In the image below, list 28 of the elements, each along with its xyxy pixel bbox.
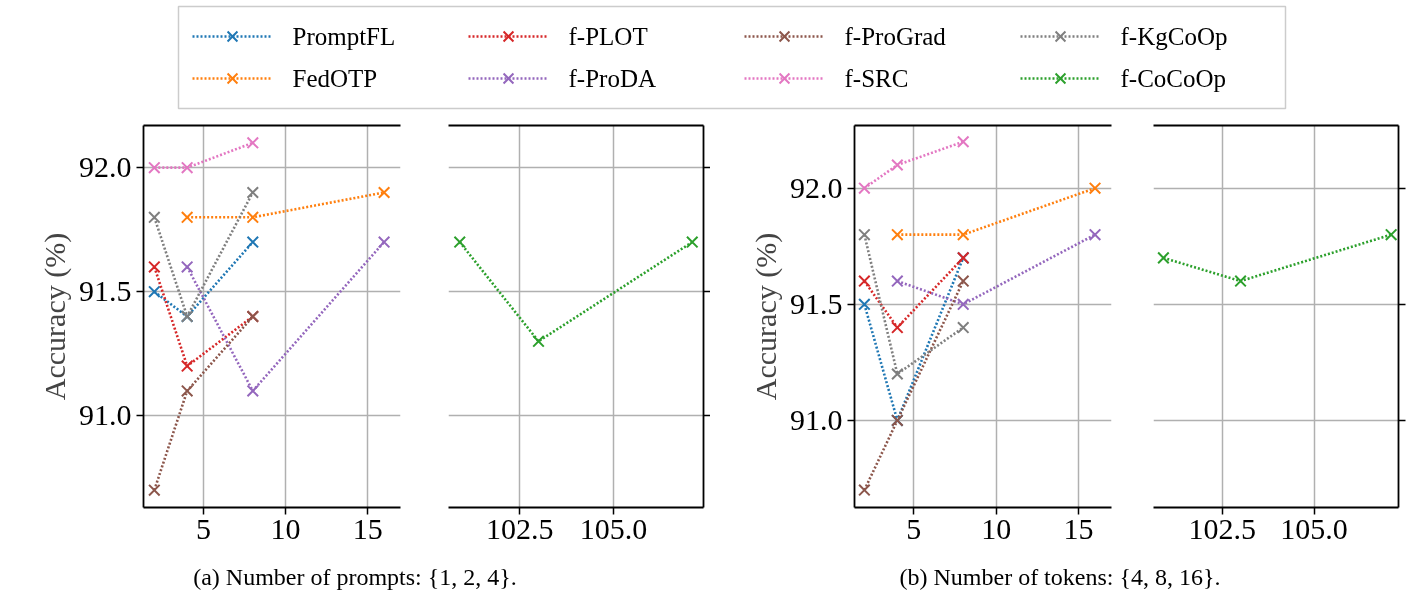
x-tick-label: 15 (352, 511, 383, 545)
x-tick-label: 102.5 (486, 511, 554, 545)
y-tick-label: 91.5 (790, 286, 843, 320)
x-tick-label: 10 (981, 511, 1012, 545)
x-tick-label: 105.0 (579, 511, 648, 545)
legend-label: f-CoCoOp (1120, 65, 1227, 92)
x-tick-label: 10 (270, 511, 301, 545)
y-tick-label: 92.0 (79, 150, 132, 184)
legend-label: PromptFL (292, 23, 396, 50)
y-tick-label: 91.5 (79, 274, 132, 308)
y-axis-title: Accuracy (%) (38, 232, 72, 401)
x-axis-title: (a) Number of prompts: {1, 2, 4}. (193, 563, 517, 592)
x-tick-label: 15 (1063, 511, 1094, 545)
legend-label: f-ProDA (568, 65, 656, 92)
y-tick-label: 91.0 (790, 402, 843, 436)
y-tick-label: 92.0 (790, 170, 843, 204)
legend-label: FedOTP (292, 65, 378, 92)
x-tick-label: 5 (906, 511, 922, 545)
x-tick-label: 102.5 (1188, 511, 1256, 545)
y-axis-title: Accuracy (%) (749, 232, 783, 401)
legend-label: f-ProGrad (844, 23, 947, 50)
x-tick-label: 105.0 (1280, 511, 1348, 545)
y-tick-label: 91.0 (79, 398, 132, 432)
x-tick-label: 5 (196, 511, 212, 545)
x-axis-title: (b) Number of tokens: {4, 8, 16}. (899, 563, 1221, 592)
legend-label: f-SRC (844, 65, 909, 92)
legend-label: f-KgCoOp (1120, 23, 1228, 50)
legend-label: f-PLOT (568, 23, 648, 50)
